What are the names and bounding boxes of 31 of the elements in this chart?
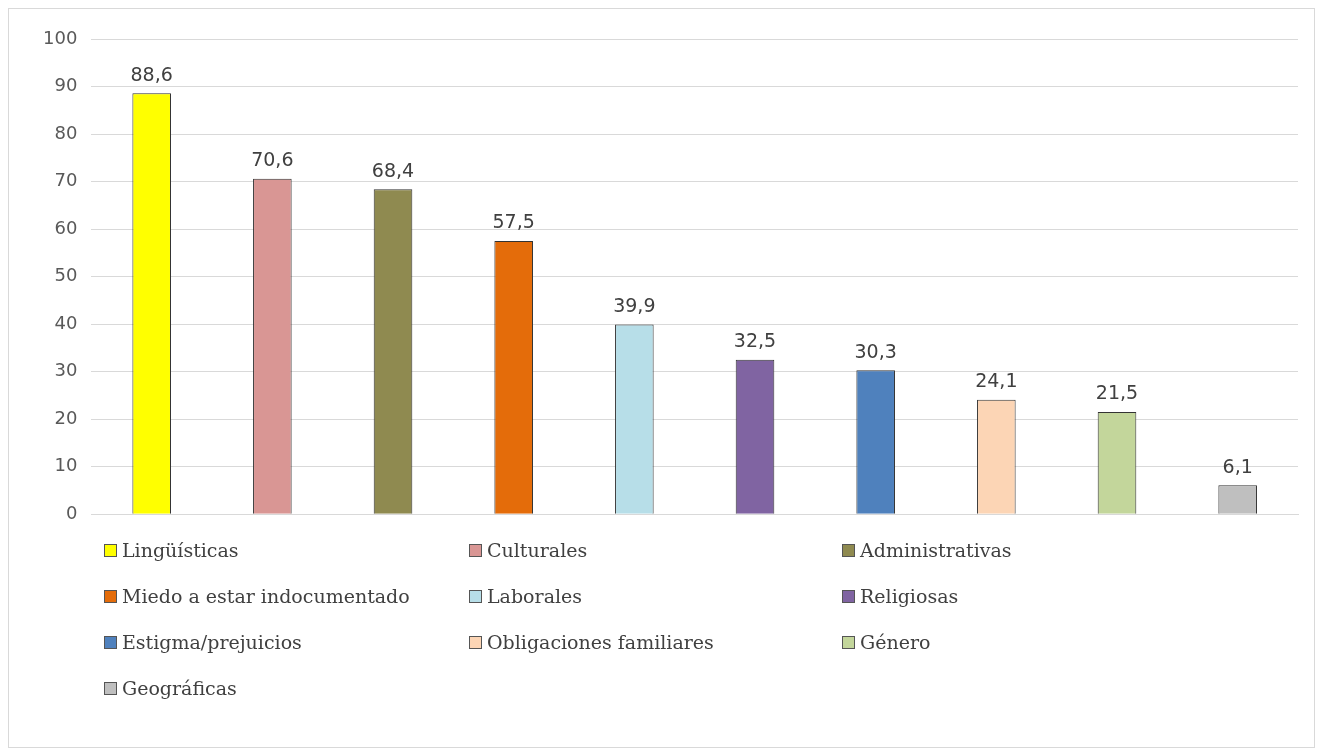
- data-label: 6,1: [1222, 454, 1253, 477]
- data-label: 70,6: [251, 148, 294, 171]
- y-tick-label: 30: [54, 359, 78, 381]
- legend-label: Culturales: [487, 539, 588, 561]
- legend-label: Administrativas: [860, 539, 1012, 561]
- legend-label: Laborales: [487, 585, 583, 607]
- legend-label: Lingüísticas: [122, 539, 239, 561]
- y-tick-label: 70: [54, 169, 78, 191]
- y-tick-label: 20: [54, 406, 78, 428]
- data-label: 30,3: [854, 339, 897, 362]
- y-tick-label: 40: [54, 311, 78, 333]
- y-tick-label: 100: [43, 26, 78, 48]
- data-label: 88,6: [130, 62, 173, 85]
- legend-label: Geográficas: [122, 677, 237, 699]
- legend-label: Género: [860, 631, 931, 653]
- legend-label: Miedo a estar indocumentado: [122, 585, 410, 607]
- y-tick-label: 0: [65, 501, 78, 523]
- data-label: 21,5: [1095, 381, 1139, 404]
- data-label: 32,5: [733, 329, 777, 352]
- y-tick-label: 80: [54, 121, 78, 143]
- y-tick-label: 50: [54, 264, 78, 286]
- data-label: 57,5: [492, 210, 535, 233]
- data-label: 39,9: [613, 294, 656, 317]
- data-label: 68,4: [371, 158, 415, 181]
- legend-label: Estigma/prejuicios: [122, 631, 302, 653]
- y-tick-label: 10: [54, 454, 78, 476]
- data-label: 24,1: [975, 369, 1018, 392]
- legend-label: Obligaciones familiares: [487, 631, 714, 653]
- y-tick-label: 90: [54, 74, 78, 96]
- legend-label: Religiosas: [860, 585, 959, 607]
- y-tick-label: 60: [54, 216, 78, 238]
